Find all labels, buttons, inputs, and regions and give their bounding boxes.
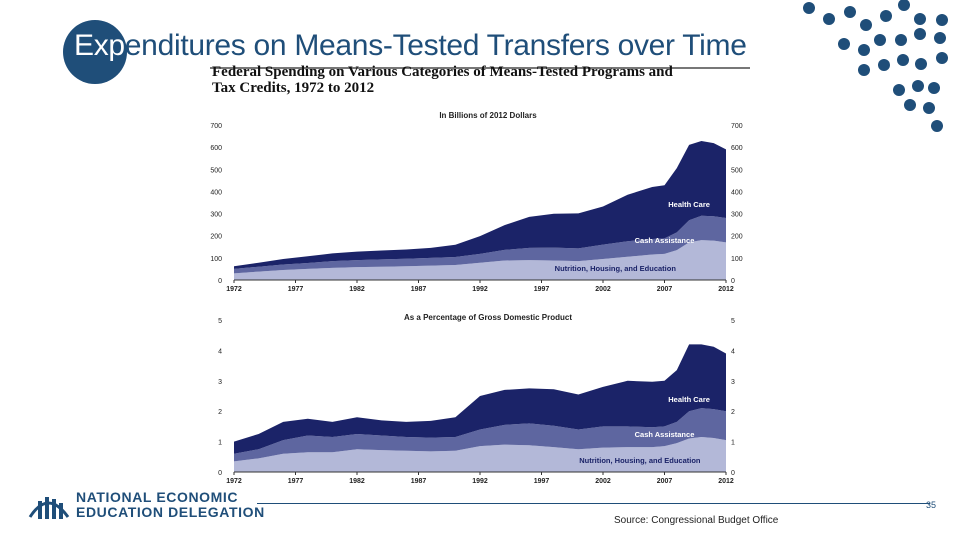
chart1-xtick-label: 2007: [657, 286, 673, 293]
chart2-xtick-label: 1987: [411, 478, 427, 485]
chart1-ytick-left: 600: [210, 145, 222, 152]
chart2-xtick-label: 2002: [595, 478, 611, 485]
chart2-area-nutrition-housing-education: [234, 437, 726, 472]
figure-title: Federal Spending on Various Categories o…: [212, 64, 732, 96]
chart2-label-health-care: Health Care: [668, 395, 710, 404]
decorative-dots: [803, 0, 948, 132]
figure-title-line2: Tax Credits, 1972 to 2012: [212, 80, 375, 96]
footer-divider: [257, 503, 930, 504]
title-circle-accent: [63, 20, 127, 84]
chart1-ytick-left: 700: [210, 123, 222, 130]
chart2-ytick-left: 2: [218, 409, 222, 416]
chart1-ytick-right: 700: [731, 123, 743, 130]
chart2-ytick-right: 0: [731, 470, 735, 477]
chart1-label-health-care: Health Care: [668, 200, 710, 209]
logo-line1: NATIONAL ECONOMIC: [76, 489, 239, 505]
chart1-title: In Billions of 2012 Dollars: [439, 111, 537, 120]
chart1-ytick-left: 200: [210, 234, 222, 241]
chart2-ytick-right: 1: [731, 440, 735, 447]
chart2-ytick-left: 5: [218, 318, 222, 325]
chart1-ytick-right: 600: [731, 145, 743, 152]
chart1-ytick-left: 0: [218, 278, 222, 285]
chart1-xtick-label: 1982: [349, 286, 365, 293]
chart2-title: As a Percentage of Gross Domestic Produc…: [404, 313, 572, 322]
chart2-ytick-left: 0: [218, 470, 222, 477]
title-underline: [210, 67, 750, 69]
slide-title-first: Exp: [74, 29, 125, 62]
chart1-ytick-left: 500: [210, 167, 222, 174]
chart1-ytick-right: 200: [731, 234, 743, 241]
chart1-area-nutrition-housing-education: [234, 240, 726, 280]
chart2-xtick-label: 1992: [472, 478, 488, 485]
chart2-xtick-label: 2007: [657, 478, 673, 485]
chart2-ytick-right: 4: [731, 348, 735, 355]
chart2-xtick-label: 2012: [718, 478, 734, 485]
chart1-xtick-label: 1987: [411, 286, 427, 293]
chart1-ytick-left: 300: [210, 212, 222, 219]
chart2-area-health-care: [234, 344, 726, 454]
chart1-ytick-right: 100: [731, 256, 743, 263]
chart2-ytick-left: 4: [218, 348, 222, 355]
chart1-label-nutrition-housing-education: Nutrition, Housing, and Education: [555, 264, 677, 273]
chart1-xtick-label: 1997: [534, 286, 550, 293]
chart2-xtick-label: 1982: [349, 478, 365, 485]
chart1-area-cash-assistance: [234, 215, 726, 274]
slide-title-rest: enditures on Means-Tested Transfers over…: [124, 29, 747, 62]
source-note: Source: Congressional Budget Office: [614, 515, 779, 526]
chart1-xtick-label: 1992: [472, 286, 488, 293]
chart1-ytick-right: 0: [731, 278, 735, 285]
figure-title-line1: Federal Spending on Various Categories o…: [212, 64, 673, 80]
chart1-ytick-right: 400: [731, 189, 743, 196]
chart2-xtick-label: 1997: [534, 478, 550, 485]
page-number: 35: [926, 500, 937, 510]
slide-title: Expenditures on Means-Tested Transfers o…: [74, 29, 747, 63]
chart2-ytick-right: 3: [731, 379, 735, 386]
chart1-xtick-label: 2002: [595, 286, 611, 293]
need-logo-icon: [28, 497, 70, 519]
chart2-ytick-right: 5: [731, 318, 735, 325]
chart1-ytick-right: 300: [731, 212, 743, 219]
chart2-ytick-right: 2: [731, 409, 735, 416]
logo-line2: EDUCATION DELEGATION: [76, 504, 265, 520]
chart2-area-cash-assistance: [234, 408, 726, 462]
chart2-ytick-left: 1: [218, 440, 222, 447]
chart1-xtick-label: 1977: [288, 286, 304, 293]
chart2-label-nutrition-housing-education: Nutrition, Housing, and Education: [579, 456, 701, 465]
chart2-xtick-label: 1972: [226, 478, 242, 485]
chart1-ytick-left: 400: [210, 189, 222, 196]
chart1-area-health-care: [234, 140, 726, 269]
chart2-xtick-label: 1977: [288, 478, 304, 485]
chart1-xtick-label: 2012: [718, 286, 734, 293]
chart2-ytick-left: 3: [218, 379, 222, 386]
chart1-ytick-left: 100: [210, 256, 222, 263]
chart1-xtick-label: 1972: [226, 286, 242, 293]
chart1-ytick-right: 500: [731, 167, 743, 174]
chart1-label-cash-assistance: Cash Assistance: [635, 236, 695, 245]
chart2-label-cash-assistance: Cash Assistance: [635, 430, 695, 439]
logo-wordmark: NATIONAL ECONOMIC EDUCATION DELEGATION: [76, 490, 265, 520]
